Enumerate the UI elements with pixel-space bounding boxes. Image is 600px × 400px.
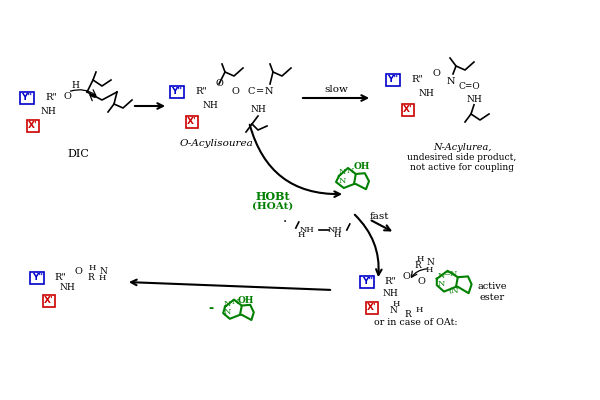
Text: R": R" bbox=[45, 94, 57, 102]
Text: NH: NH bbox=[300, 226, 314, 234]
Text: (HOAt): (HOAt) bbox=[253, 202, 293, 210]
Text: H: H bbox=[392, 300, 400, 308]
Text: NH: NH bbox=[250, 106, 266, 114]
Text: Y": Y" bbox=[32, 274, 43, 282]
Text: DIC: DIC bbox=[67, 149, 89, 159]
Text: R: R bbox=[404, 310, 412, 319]
Text: Y": Y" bbox=[22, 94, 32, 102]
Text: slow: slow bbox=[324, 86, 348, 94]
Text: H: H bbox=[89, 264, 96, 272]
Text: R": R" bbox=[384, 278, 396, 286]
Text: N: N bbox=[224, 308, 231, 316]
Text: H: H bbox=[71, 82, 79, 90]
Text: R": R" bbox=[411, 76, 423, 84]
Text: NH: NH bbox=[418, 90, 434, 98]
Text: ·: · bbox=[283, 215, 287, 229]
Text: R: R bbox=[415, 262, 422, 270]
Text: OH: OH bbox=[353, 162, 370, 171]
Text: N: N bbox=[427, 258, 435, 267]
Text: O-Acylisourea: O-Acylisourea bbox=[179, 140, 253, 148]
Text: =N: =N bbox=[443, 270, 457, 278]
Text: NH: NH bbox=[466, 95, 482, 104]
Text: N-Acylurea,: N-Acylurea, bbox=[433, 144, 491, 152]
Text: NH: NH bbox=[382, 290, 398, 298]
Text: H: H bbox=[334, 231, 341, 239]
Text: NH: NH bbox=[59, 284, 75, 292]
Text: X': X' bbox=[28, 122, 38, 130]
Text: N: N bbox=[438, 280, 445, 288]
Text: OH: OH bbox=[237, 296, 254, 305]
Text: N: N bbox=[389, 306, 397, 315]
Text: =: = bbox=[256, 88, 264, 96]
Text: C=O: C=O bbox=[459, 82, 481, 91]
Text: NH: NH bbox=[328, 226, 342, 234]
Text: H: H bbox=[415, 306, 422, 314]
Text: N: N bbox=[438, 272, 445, 280]
Text: N: N bbox=[99, 268, 107, 276]
Text: O: O bbox=[64, 92, 72, 101]
Text: X': X' bbox=[187, 118, 197, 126]
Text: NH: NH bbox=[202, 102, 218, 110]
Text: H: H bbox=[98, 274, 106, 282]
Text: X': X' bbox=[403, 106, 413, 114]
Text: undesired side product,: undesired side product, bbox=[407, 154, 517, 162]
Text: H: H bbox=[426, 266, 433, 274]
Text: not active for coupling: not active for coupling bbox=[410, 163, 514, 172]
Text: NH: NH bbox=[40, 108, 56, 116]
Text: or in case of OAt:: or in case of OAt: bbox=[374, 318, 458, 327]
Text: H: H bbox=[416, 255, 424, 263]
Text: O: O bbox=[232, 88, 240, 96]
Text: N: N bbox=[338, 168, 346, 176]
Text: C: C bbox=[247, 88, 254, 96]
Text: R": R" bbox=[54, 274, 66, 282]
Text: O: O bbox=[403, 272, 411, 281]
Text: R: R bbox=[88, 274, 95, 282]
Text: -: - bbox=[209, 302, 214, 315]
Text: (N: (N bbox=[448, 287, 459, 295]
Text: O: O bbox=[432, 70, 440, 78]
Text: Y": Y" bbox=[172, 88, 182, 96]
Text: N: N bbox=[232, 298, 239, 306]
Text: O: O bbox=[418, 278, 426, 286]
Text: active
ester: active ester bbox=[477, 282, 507, 302]
Text: fast: fast bbox=[370, 212, 389, 221]
Text: N: N bbox=[338, 177, 346, 185]
Text: X': X' bbox=[44, 296, 54, 305]
Text: H: H bbox=[298, 231, 305, 239]
Text: HOBt: HOBt bbox=[256, 190, 290, 202]
Text: N: N bbox=[346, 167, 353, 175]
Text: N: N bbox=[447, 78, 455, 86]
Text: O: O bbox=[74, 268, 82, 276]
Text: Y": Y" bbox=[388, 76, 398, 84]
Text: O: O bbox=[215, 80, 223, 88]
Text: R": R" bbox=[195, 88, 207, 96]
Text: N: N bbox=[224, 300, 231, 308]
Text: N: N bbox=[265, 88, 273, 96]
Text: X': X' bbox=[367, 304, 377, 312]
Text: Y": Y" bbox=[362, 278, 373, 286]
